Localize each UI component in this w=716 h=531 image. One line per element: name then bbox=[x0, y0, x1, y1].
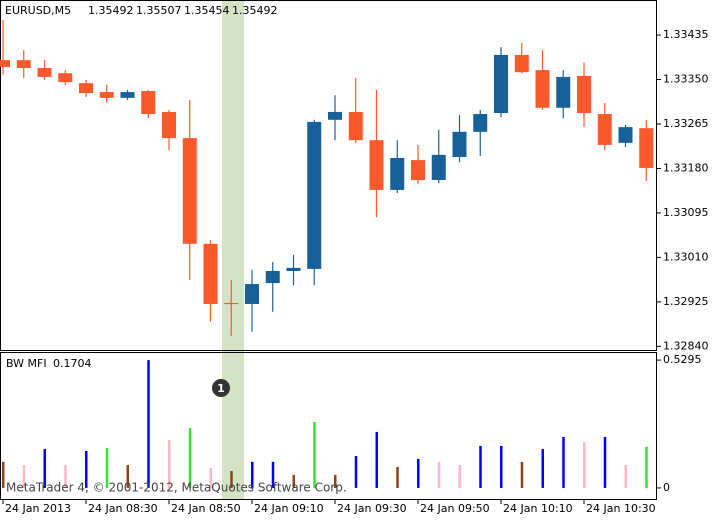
mfi-bar bbox=[209, 467, 212, 488]
mfi-bar bbox=[562, 436, 565, 488]
mfi-panel bbox=[0, 352, 657, 500]
mfi-bar bbox=[354, 456, 358, 488]
mfi-bar bbox=[583, 442, 586, 488]
x-tick-label: 24 Jan 09:30 bbox=[337, 502, 407, 515]
mfi-bar bbox=[85, 450, 88, 488]
x-tick-label: 24 Jan 10:10 bbox=[503, 502, 573, 515]
candle-body bbox=[37, 68, 52, 77]
candle-body bbox=[224, 302, 239, 305]
mfi-bar bbox=[437, 461, 441, 488]
watermark: MetaTrader 4, © 2001-2012, MetaQuotes So… bbox=[6, 481, 347, 495]
header-value: 1.35492 bbox=[232, 4, 278, 17]
candle-body bbox=[514, 54, 529, 73]
x-tick-label: 24 Jan 09:10 bbox=[254, 502, 324, 515]
candle-body bbox=[618, 127, 633, 143]
indicator-value: 0.1704 bbox=[53, 357, 92, 370]
mfi-bar bbox=[603, 436, 607, 488]
y-tick-label: 0.5295 bbox=[663, 353, 702, 366]
candle-body bbox=[473, 114, 488, 132]
candle-body bbox=[452, 131, 467, 157]
y-tick-label: 1.33095 bbox=[663, 206, 709, 219]
mfi-bar bbox=[168, 439, 171, 488]
y-tick-label: 1.33350 bbox=[663, 73, 709, 86]
candle-body bbox=[141, 91, 156, 115]
x-tick-label: 24 Jan 08:30 bbox=[88, 502, 158, 515]
mfi-bar bbox=[458, 464, 461, 488]
chart-title: EURUSD,M5 bbox=[5, 4, 71, 17]
mfi-bar bbox=[541, 449, 544, 488]
y-tick-label: 1.33010 bbox=[663, 250, 709, 263]
y-tick-label: 0 bbox=[663, 481, 670, 494]
candle-body bbox=[265, 271, 280, 284]
candle-body bbox=[286, 267, 301, 272]
candle-body bbox=[120, 92, 135, 98]
annotation-label: 1 bbox=[217, 382, 225, 395]
candle-body bbox=[369, 140, 384, 190]
candle-body bbox=[639, 128, 654, 168]
mfi-bar bbox=[230, 471, 233, 488]
y-tick-label: 1.32925 bbox=[663, 295, 709, 308]
x-tick-label: 24 Jan 2013 bbox=[5, 502, 71, 515]
candle-body bbox=[0, 60, 10, 67]
mfi-bar bbox=[105, 448, 109, 488]
x-tick-label: 24 Jan 08:50 bbox=[171, 502, 241, 515]
mfi-bar bbox=[251, 461, 254, 488]
mfi-bar bbox=[22, 464, 26, 488]
mfi-bar bbox=[147, 360, 150, 488]
mfi-bar bbox=[375, 431, 378, 488]
mfi-bar bbox=[334, 474, 337, 488]
candle-body bbox=[597, 114, 612, 145]
candle-body bbox=[348, 111, 363, 141]
x-tick-label: 24 Jan 10:30 bbox=[586, 502, 656, 515]
candle-body bbox=[162, 111, 176, 139]
annotation-marker bbox=[212, 379, 230, 397]
mfi-bar bbox=[520, 461, 524, 488]
mfi-bar bbox=[645, 446, 648, 488]
mfi-bar bbox=[188, 428, 192, 488]
candle-body bbox=[99, 92, 114, 98]
candle-body bbox=[494, 54, 508, 114]
indicator-title: BW MFI bbox=[6, 357, 47, 370]
mfi-bar bbox=[500, 445, 503, 488]
price-panel bbox=[0, 0, 657, 351]
x-tick-label: 24 Jan 09:50 bbox=[420, 502, 490, 515]
header-value: 1.35507 bbox=[136, 4, 182, 17]
mfi-bar bbox=[271, 461, 275, 488]
candle-body bbox=[431, 154, 446, 180]
header-value: 1.35492 bbox=[88, 4, 134, 17]
candle-body bbox=[535, 70, 550, 108]
header-value: 1.35454 bbox=[184, 4, 230, 17]
candle-body bbox=[182, 138, 197, 244]
mfi-bar bbox=[2, 461, 5, 488]
y-tick-label: 1.33435 bbox=[663, 28, 709, 41]
candle-body bbox=[577, 75, 591, 114]
mfi-bar bbox=[126, 464, 129, 488]
mfi-bar bbox=[313, 422, 316, 488]
highlight-band bbox=[222, 0, 244, 500]
candle-body bbox=[390, 157, 405, 190]
candle-body bbox=[307, 121, 322, 269]
candle-body bbox=[245, 284, 259, 304]
candle-body bbox=[556, 76, 571, 108]
candle-body bbox=[79, 83, 93, 94]
candle-body bbox=[411, 160, 425, 180]
mfi-bar bbox=[43, 449, 46, 488]
mfi-bar bbox=[624, 464, 627, 488]
mfi-bar bbox=[417, 458, 420, 488]
candle-body bbox=[328, 111, 342, 120]
y-tick-label: 1.32840 bbox=[663, 339, 709, 352]
mfi-bar bbox=[292, 474, 295, 488]
candle-body bbox=[58, 73, 73, 83]
y-tick-label: 1.33265 bbox=[663, 117, 709, 130]
candle-body bbox=[203, 243, 218, 304]
mfi-bar bbox=[64, 464, 67, 488]
y-tick-label: 1.33180 bbox=[663, 161, 709, 174]
mfi-bar bbox=[396, 466, 399, 488]
mfi-bar bbox=[479, 445, 482, 488]
candle-body bbox=[16, 60, 31, 69]
